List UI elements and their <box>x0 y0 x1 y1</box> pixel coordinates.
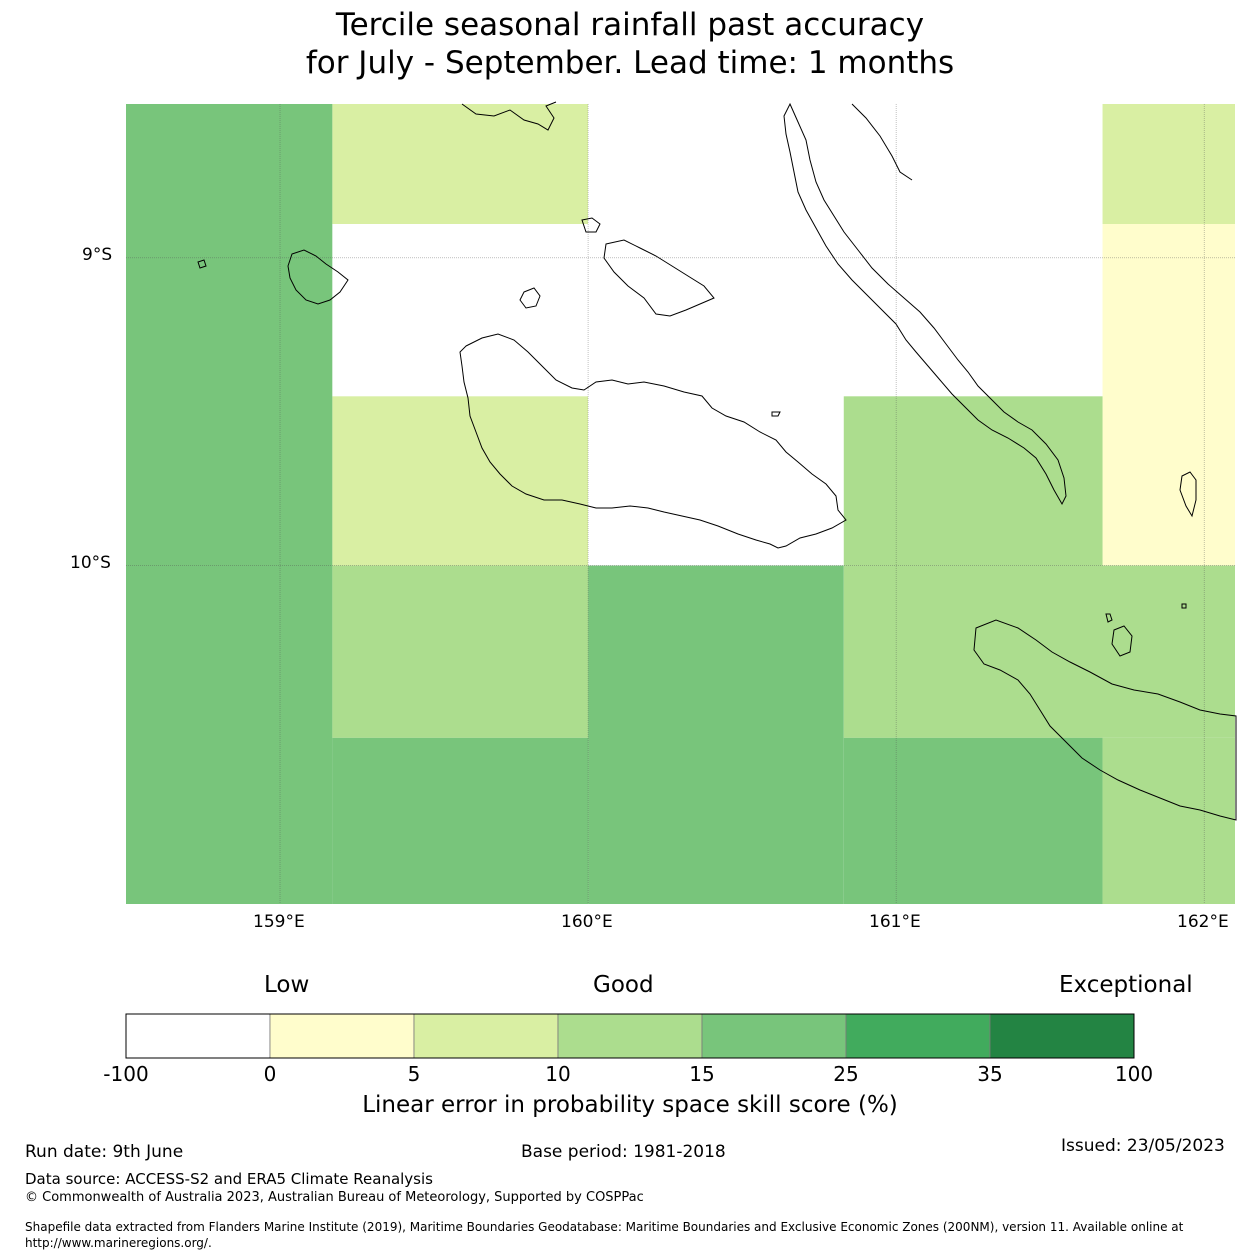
skill-cell-10 <box>588 565 844 904</box>
colorbar-tick-5: 5 <box>407 1062 421 1086</box>
lon-label-161e: 161°E <box>869 912 921 932</box>
colorbar-tick-35: 35 <box>977 1062 1003 1086</box>
coastline-islet-d <box>771 411 781 417</box>
lon-label-160e: 160°E <box>561 912 613 932</box>
skill-cell-11 <box>843 565 1235 738</box>
lon-label-159e: 159°E <box>253 912 305 932</box>
coastline-islet-a <box>197 259 207 269</box>
graticule <box>126 104 1235 904</box>
skill-cell-14 <box>1102 737 1235 904</box>
coastline-islet-c <box>1111 625 1133 657</box>
colorbar-tick-0: 0 <box>263 1062 277 1086</box>
map-title-line-2: for July - September. Lead time: 1 month… <box>305 45 955 81</box>
coastline-islet-b <box>1179 471 1197 518</box>
skill-cell-2 <box>332 224 589 397</box>
coastline-savo <box>519 287 541 309</box>
skill-cell-6 <box>332 396 589 566</box>
coastline-florida-islands <box>603 239 715 317</box>
coastline-santa-isabel-north <box>851 103 913 181</box>
coastline-santa-isabel <box>783 102 1067 506</box>
coastline-makira <box>973 619 1237 821</box>
lat-label-10s: 10°S <box>70 553 111 573</box>
coastline-guadalcanal <box>459 333 847 549</box>
issued-date: Issued: 23/05/2023 <box>1061 1136 1225 1156</box>
skill-cell-4 <box>1102 104 1235 224</box>
colorbar-word-exceptional: Exceptional <box>1059 972 1193 998</box>
skill-grid-cells <box>126 104 1235 904</box>
colorbar-word-good: Good <box>593 972 654 998</box>
coastline-islet-e <box>1105 613 1113 623</box>
colorbar-tick-100: 100 <box>1114 1062 1154 1086</box>
skill-cell-0 <box>126 104 333 904</box>
lon-label-162e: 162°E <box>1177 912 1229 932</box>
skill-cell-13 <box>843 737 1103 904</box>
colorbar-label: Linear error in probability space skill … <box>362 1092 898 1118</box>
skill-cell-3 <box>588 104 1103 397</box>
colorbar-word-low: Low <box>264 972 310 998</box>
shapefile-credit-line-1: Shapefile data extracted from Flanders M… <box>25 1220 1184 1234</box>
coastline-islet-f <box>1181 603 1187 609</box>
colorbar-tick-minus-100: -100 <box>103 1062 149 1086</box>
map-title-line-1: Tercile seasonal rainfall past accuracy <box>335 7 925 43</box>
run-date: Run date: 9th June <box>25 1142 184 1162</box>
lat-label-9s: 9°S <box>82 245 113 265</box>
data-source: Data source: ACCESS-S2 and ERA5 Climate … <box>25 1170 433 1188</box>
colorbar-tick-25: 25 <box>833 1062 859 1086</box>
skill-cell-1 <box>332 104 589 224</box>
shapefile-credit-line-2: http://www.marineregions.org/. <box>25 1236 212 1250</box>
coastline-north-islands <box>461 101 557 131</box>
skill-cell-9 <box>332 565 589 738</box>
skill-cell-5 <box>1102 224 1235 566</box>
skill-cell-12 <box>332 737 589 904</box>
colorbar-tick-10: 10 <box>545 1062 571 1086</box>
coastline-russell-islands <box>287 249 349 305</box>
base-period: Base period: 1981-2018 <box>521 1142 726 1162</box>
coastline-nggela-north <box>581 217 601 233</box>
colorbar-tick-15: 15 <box>689 1062 715 1086</box>
skill-cell-7 <box>588 396 844 566</box>
coastlines <box>197 101 1237 821</box>
copyright: © Commonwealth of Australia 2023, Austra… <box>25 1190 644 1205</box>
skill-cell-8 <box>843 396 1103 566</box>
